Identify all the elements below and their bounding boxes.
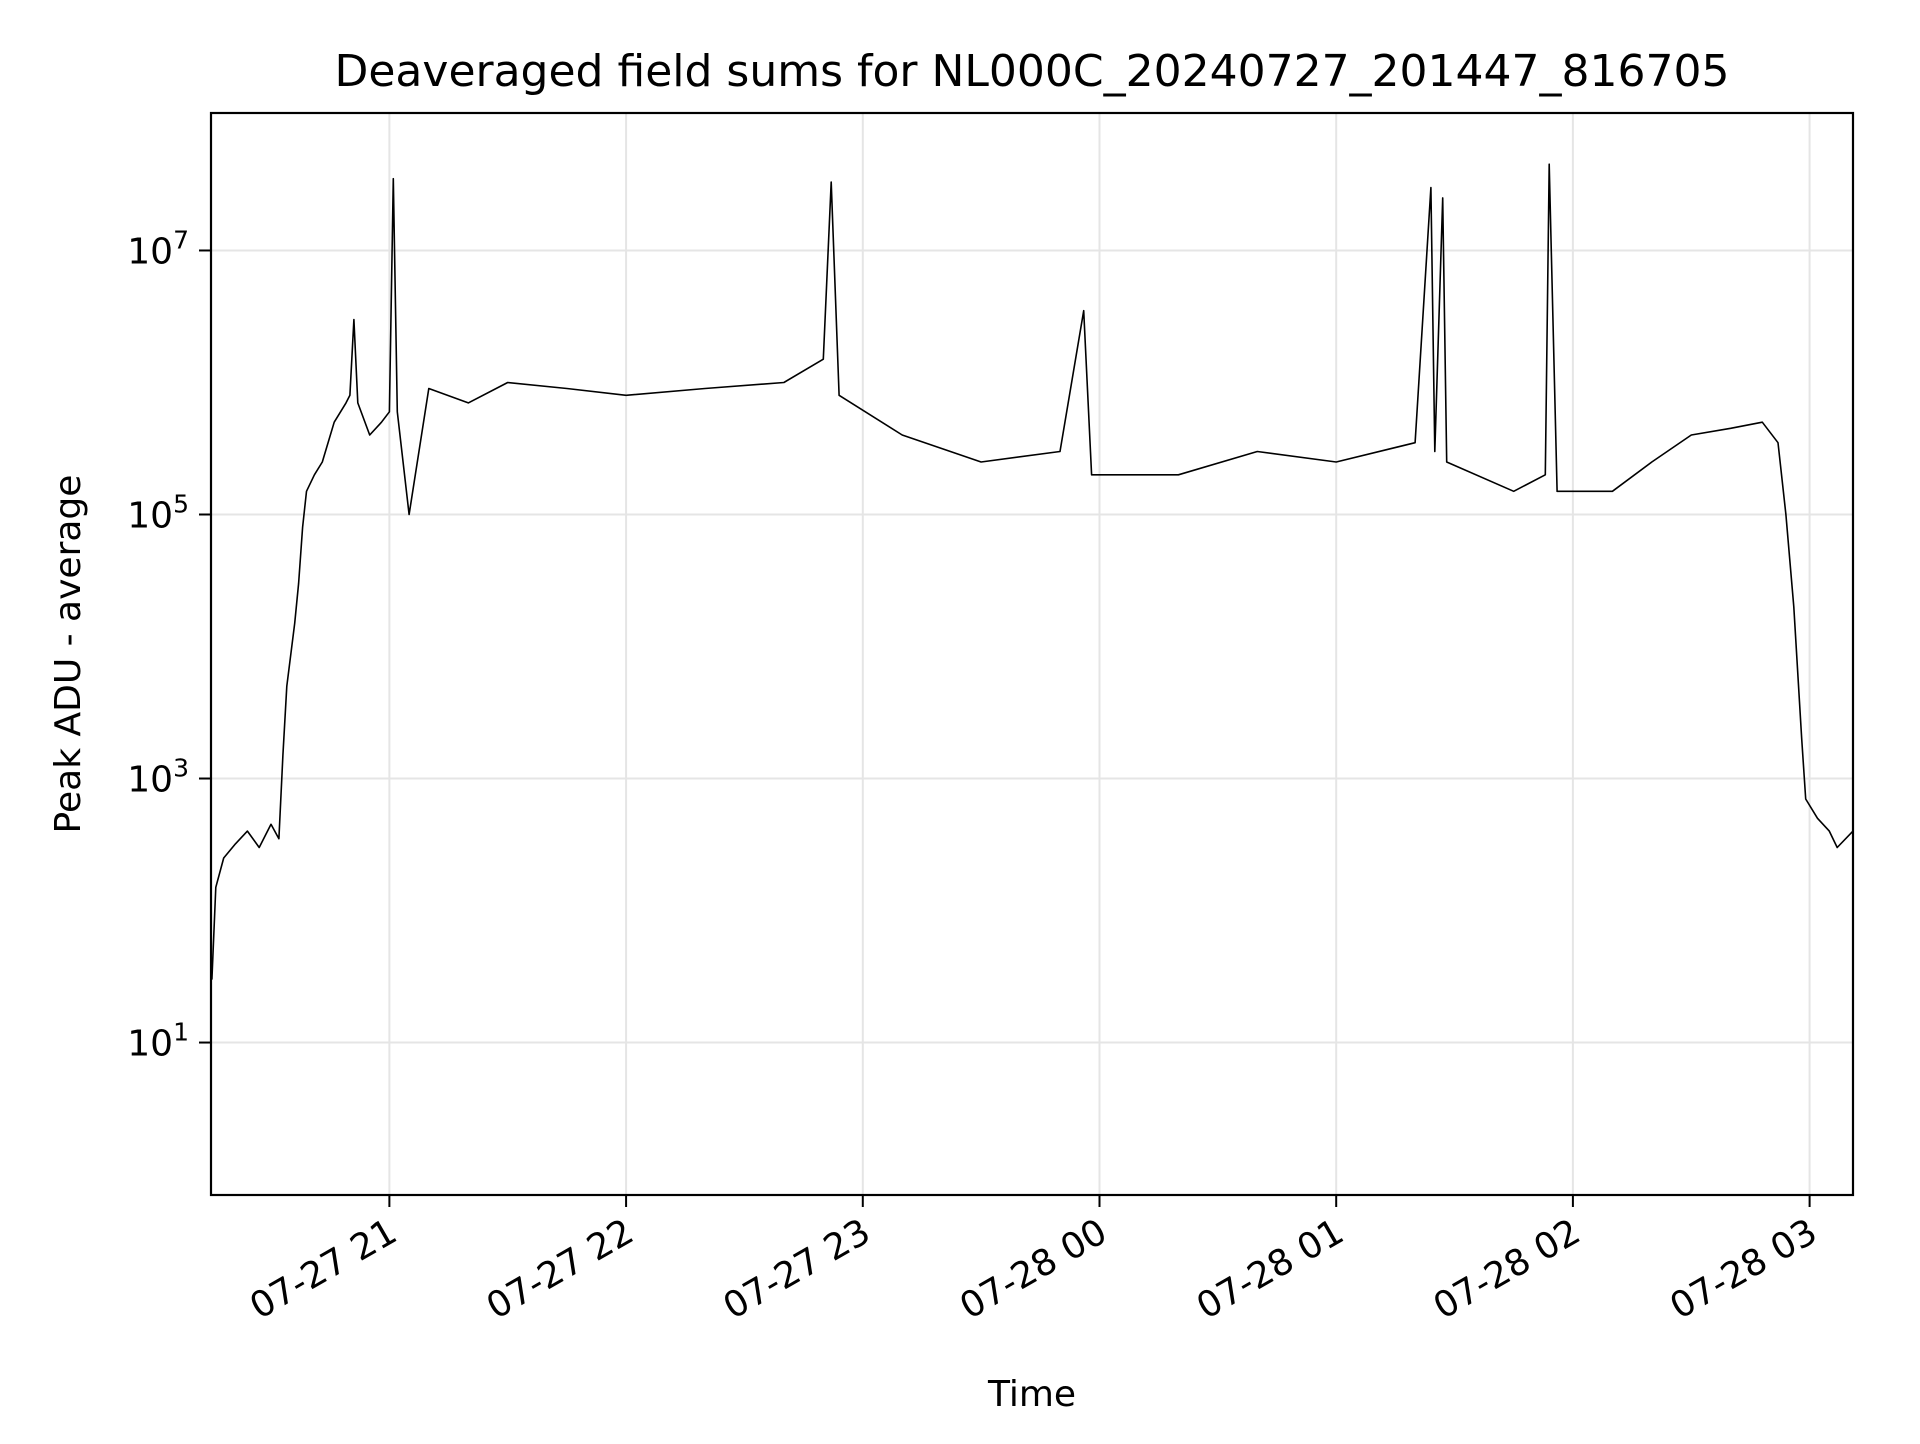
x-tick-label: 07-27 21 (243, 1211, 404, 1327)
y-tick-label: 107 (127, 225, 189, 272)
plot-frame (209, 111, 1855, 1197)
line-layer (211, 163, 1854, 980)
grid-layer (211, 113, 1853, 1195)
x-tick-label: 07-28 01 (1190, 1211, 1351, 1327)
y-tick-label: 103 (127, 754, 189, 801)
y-tick-label: 105 (127, 489, 189, 536)
y-axis-label: Peak ADU - average (48, 475, 89, 834)
x-tick-label: 07-28 00 (953, 1211, 1114, 1327)
x-axis-label: Time (987, 1374, 1076, 1415)
x-tick-label: 07-27 22 (480, 1211, 641, 1327)
y-tick-label: 101 (127, 1018, 189, 1065)
chart-title: Deaveraged field sums for NL000C_2024072… (334, 46, 1729, 97)
x-tick-label: 07-28 02 (1427, 1211, 1588, 1327)
tick-layer: 07-27 21 07-27 22 07-27 23 07-28 00 07-28 01… (127, 225, 1824, 1327)
x-tick-label: 07-27 23 (717, 1211, 878, 1327)
series-line (211, 163, 1854, 980)
x-tick-label: 07-28 03 (1663, 1211, 1824, 1327)
